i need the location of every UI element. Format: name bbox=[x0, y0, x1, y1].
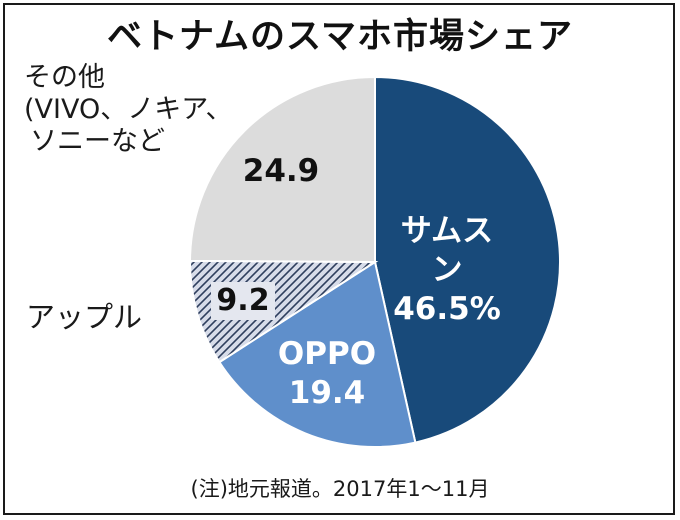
label-oppo-value: 19.4 bbox=[288, 374, 366, 411]
label-samsung-name: サムスン bbox=[400, 213, 494, 288]
label-other: その他 (VIVO、ノキア、 ソニーなど bbox=[24, 62, 233, 158]
pie-slice-3 bbox=[188, 75, 376, 264]
pie-slice-1 bbox=[218, 260, 417, 448]
label-other-line-2: (VIVO、ノキア、 bbox=[24, 93, 233, 125]
pie-slice-0 bbox=[374, 75, 561, 444]
label-other-line-3: ソニーなど bbox=[30, 125, 165, 157]
label-other-line-1: その他 bbox=[24, 62, 105, 93]
label-other-value: 24.9 bbox=[242, 153, 320, 189]
label-oppo-name: OPPO bbox=[277, 336, 377, 372]
label-samsung: サムスン 46.5% bbox=[392, 212, 502, 328]
chart-note: (注)地元報道。2017年1～11月 bbox=[190, 477, 490, 501]
chart-title: ベトナムのスマホ市場シェア bbox=[107, 17, 573, 57]
label-apple: アップル bbox=[26, 300, 143, 334]
label-oppo: OPPO 19.4 bbox=[262, 335, 392, 413]
label-samsung-value: 46.5% bbox=[393, 290, 501, 327]
label-apple-value: 9.2 bbox=[211, 282, 275, 320]
